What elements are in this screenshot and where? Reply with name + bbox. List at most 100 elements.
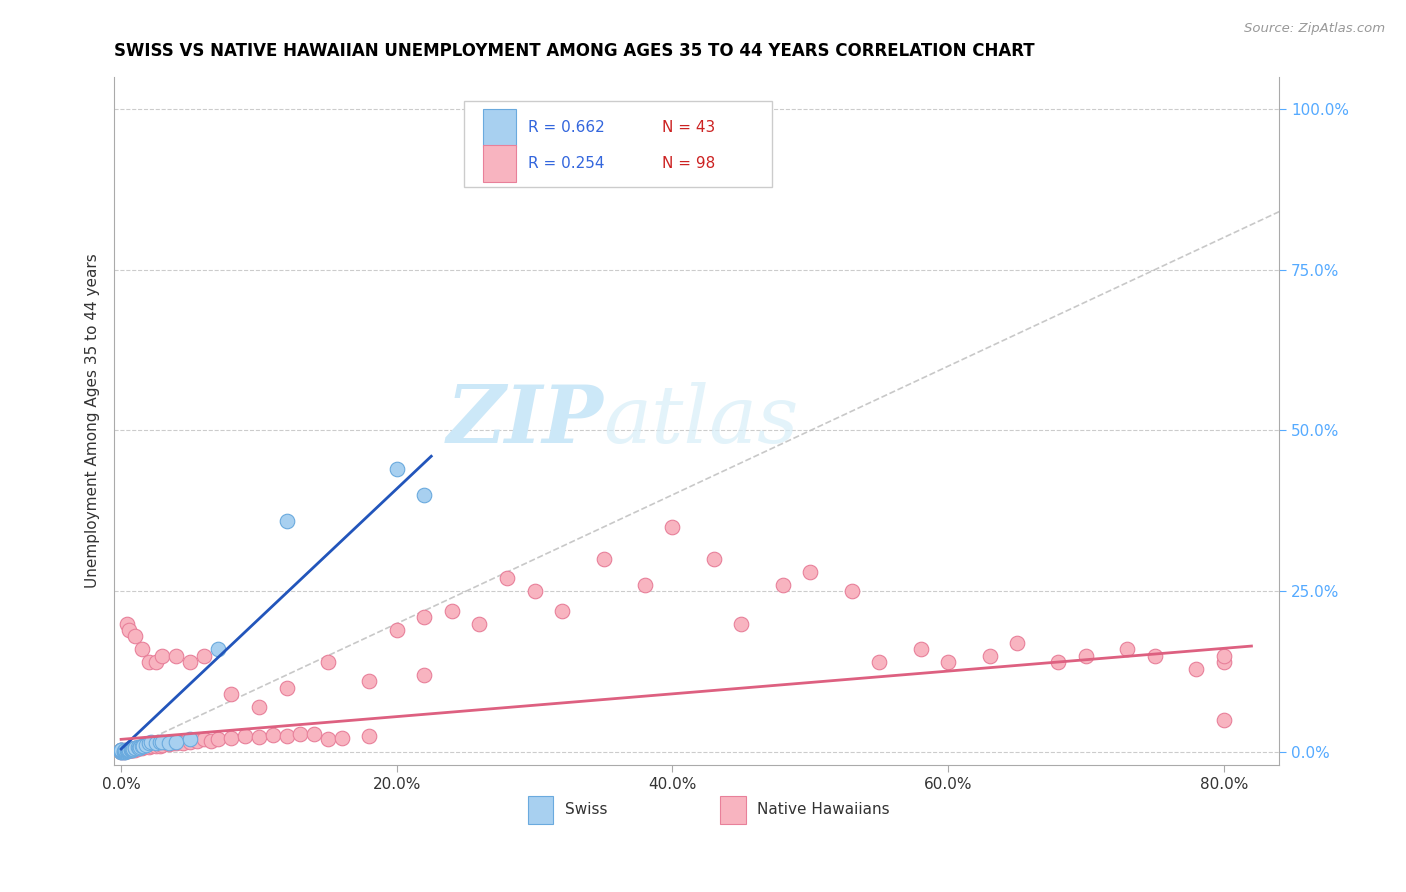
Point	[124, 743, 146, 757]
Point	[592, 552, 614, 566]
Point	[135, 739, 157, 754]
Point	[110, 744, 132, 758]
Point	[129, 740, 152, 755]
Point	[138, 735, 160, 749]
Point	[276, 729, 298, 743]
Point	[179, 655, 201, 669]
Point	[118, 742, 141, 756]
Point	[115, 743, 138, 757]
Point	[247, 700, 270, 714]
Point	[413, 668, 436, 682]
Point	[110, 744, 132, 758]
Point	[117, 743, 139, 757]
Point	[127, 740, 149, 755]
Point	[221, 731, 243, 745]
Point	[523, 584, 546, 599]
Point	[114, 743, 136, 757]
Point	[124, 741, 146, 756]
Point	[200, 733, 222, 747]
Point	[1047, 655, 1070, 669]
Point	[117, 742, 139, 756]
Point	[110, 743, 132, 757]
Point	[1212, 648, 1234, 663]
Point	[730, 616, 752, 631]
Point	[634, 578, 657, 592]
Point	[330, 731, 353, 745]
Point	[114, 744, 136, 758]
Point	[165, 735, 187, 749]
Text: N = 98: N = 98	[662, 156, 714, 171]
Point	[138, 740, 160, 755]
Text: N = 43: N = 43	[662, 120, 714, 136]
Point	[157, 737, 180, 751]
Point	[290, 727, 312, 741]
Point	[221, 687, 243, 701]
Point	[138, 655, 160, 669]
Point	[1212, 655, 1234, 669]
Point	[910, 642, 932, 657]
Point	[110, 745, 132, 759]
Point	[233, 729, 256, 743]
Point	[302, 727, 325, 741]
Point	[468, 616, 491, 631]
Point	[1116, 642, 1139, 657]
Bar	[484, 109, 516, 147]
Point	[118, 743, 141, 757]
Point	[110, 742, 132, 756]
Point	[385, 623, 408, 637]
Point	[703, 552, 725, 566]
Point	[122, 742, 145, 756]
Point	[114, 745, 136, 759]
Point	[110, 744, 132, 758]
Bar	[527, 796, 554, 823]
Text: Swiss: Swiss	[565, 802, 607, 817]
Point	[247, 730, 270, 744]
Point	[165, 648, 187, 663]
Point	[132, 740, 155, 755]
Point	[162, 735, 184, 749]
Point	[131, 739, 153, 754]
Point	[1074, 648, 1097, 663]
Point	[799, 565, 821, 579]
Point	[115, 616, 138, 631]
Point	[141, 735, 163, 749]
Point	[118, 743, 141, 757]
Point	[117, 743, 139, 757]
Point	[661, 520, 683, 534]
Point	[551, 604, 574, 618]
Point	[110, 743, 132, 757]
Point	[1185, 662, 1208, 676]
Point	[262, 729, 284, 743]
Point	[155, 736, 177, 750]
Point	[132, 739, 155, 753]
Point	[145, 735, 167, 749]
Point	[124, 742, 146, 756]
Point	[167, 735, 190, 749]
Point	[129, 740, 152, 755]
Point	[145, 655, 167, 669]
Point	[152, 738, 174, 752]
Point	[110, 742, 132, 756]
Point	[316, 732, 339, 747]
Bar	[484, 145, 516, 183]
Point	[112, 744, 135, 758]
Text: SWISS VS NATIVE HAWAIIAN UNEMPLOYMENT AMONG AGES 35 TO 44 YEARS CORRELATION CHAR: SWISS VS NATIVE HAWAIIAN UNEMPLOYMENT AM…	[114, 42, 1035, 60]
Point	[114, 743, 136, 757]
Point	[149, 735, 172, 749]
Text: R = 0.254: R = 0.254	[527, 156, 605, 171]
Point	[115, 743, 138, 757]
Point	[1143, 648, 1166, 663]
Point	[841, 584, 863, 599]
Point	[118, 742, 141, 756]
Point	[936, 655, 959, 669]
Point	[120, 742, 142, 756]
Point	[772, 578, 794, 592]
Point	[152, 648, 174, 663]
Point	[131, 740, 153, 755]
Point	[359, 674, 381, 689]
Point	[496, 572, 519, 586]
Point	[124, 629, 146, 643]
Point	[117, 744, 139, 758]
Text: R = 0.662: R = 0.662	[527, 120, 605, 136]
Point	[193, 732, 215, 747]
